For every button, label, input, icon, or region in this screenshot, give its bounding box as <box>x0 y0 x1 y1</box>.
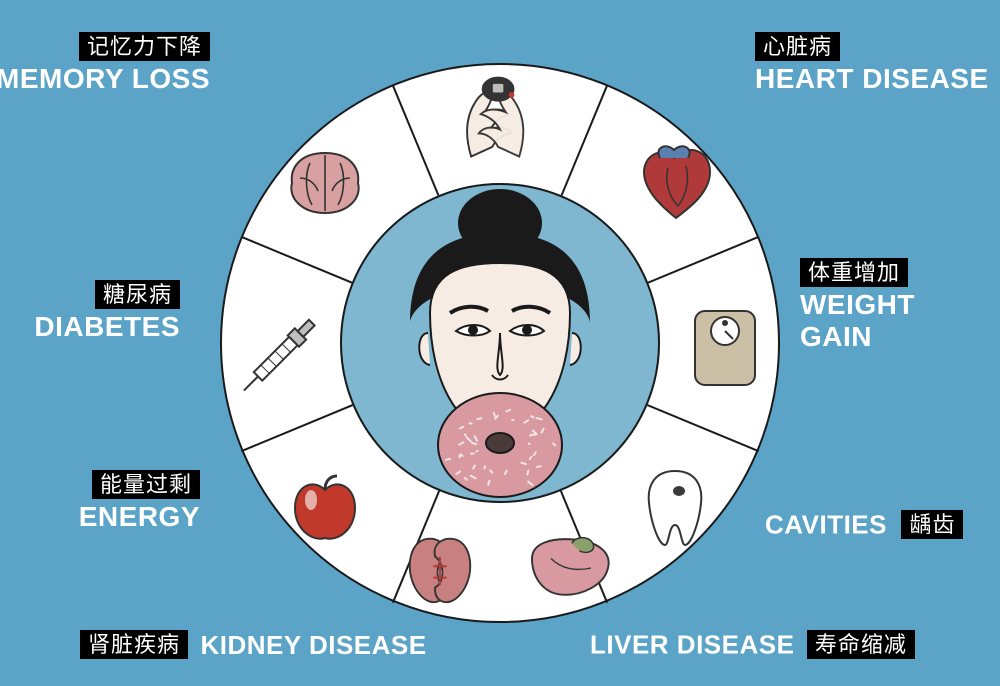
label-kidney-en: KIDNEY DISEASE <box>200 630 426 660</box>
label-memory-loss: 记忆力下降 MEMORY LOSS <box>0 32 210 95</box>
label-heart-disease-cn: 心脏病 <box>755 32 840 61</box>
label-weight-gain: 体重增加 WEIGHT GAIN <box>800 258 915 354</box>
heart-icon <box>620 128 730 238</box>
label-kidney-cn: 肾脏疾病 <box>80 630 188 659</box>
label-memory-loss-cn: 记忆力下降 <box>79 32 210 61</box>
label-weight-gain-cn: 体重增加 <box>800 258 908 287</box>
tooth-icon <box>620 453 730 563</box>
weight-scale-icon <box>670 293 780 403</box>
kidney-icon <box>388 519 493 624</box>
label-diabetes-en: DIABETES <box>34 311 180 343</box>
label-diabetes: 糖尿病 DIABETES <box>34 280 180 343</box>
label-heart-disease-en: HEART DISEASE <box>755 63 989 95</box>
liver-icon <box>518 516 623 621</box>
label-energy: 能量过剩 ENERGY <box>79 470 200 533</box>
label-weight-gain-en: WEIGHT GAIN <box>800 289 915 353</box>
apple-icon <box>270 453 380 563</box>
infographic-canvas: 记忆力下降 MEMORY LOSS 心脏病 HEART DISEASE 糖尿病 … <box>0 0 1000 686</box>
label-diabetes-cn: 糖尿病 <box>95 280 180 309</box>
center-face-illustration <box>350 193 650 493</box>
glucose-meter-icon <box>442 60 558 176</box>
label-liver-cn: 寿命缩减 <box>807 630 915 659</box>
label-cavities: CAVITIES 龋齿 <box>765 510 963 541</box>
label-liver-en: LIVER DISEASE <box>590 630 794 660</box>
label-kidney: 肾脏疾病 KIDNEY DISEASE <box>80 630 427 661</box>
label-cavities-en: CAVITIES <box>765 510 887 540</box>
label-memory-loss-en: MEMORY LOSS <box>0 63 210 95</box>
syringe-icon <box>220 303 330 413</box>
brain-icon <box>270 128 380 238</box>
label-energy-en: ENERGY <box>79 501 200 533</box>
label-liver: LIVER DISEASE 寿命缩减 <box>590 630 915 661</box>
label-heart-disease: 心脏病 HEART DISEASE <box>755 32 989 95</box>
label-cavities-cn: 龋齿 <box>901 510 963 539</box>
label-energy-cn: 能量过剩 <box>92 470 200 499</box>
